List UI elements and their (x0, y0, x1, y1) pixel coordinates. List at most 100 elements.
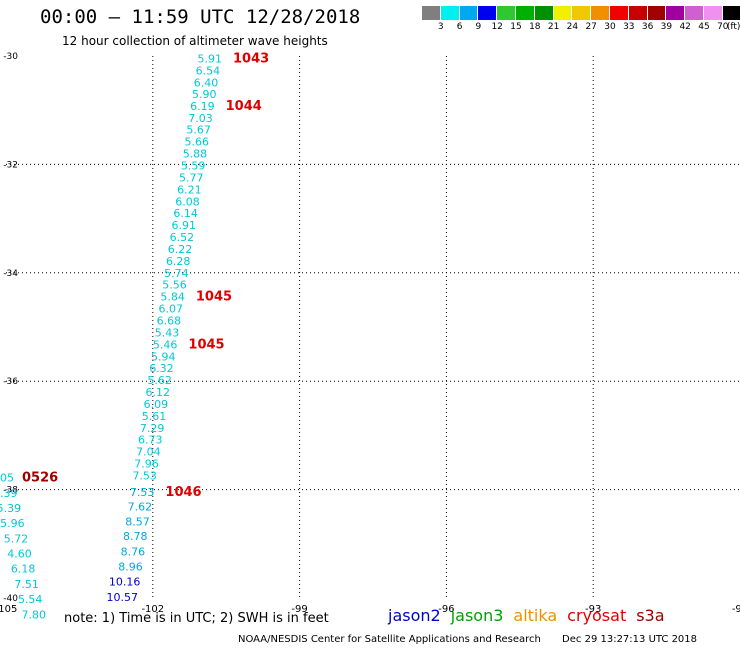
wave-height-label: 6.52 (170, 231, 195, 244)
wave-height-label: 6.39 (0, 487, 18, 500)
legend-swatch (666, 6, 686, 20)
satellite-jason3-label: jason3 (450, 606, 504, 625)
wave-height-label: 6.54 (196, 65, 221, 78)
wave-height-label: 5.84 (160, 291, 185, 304)
wave-height-label: 6.91 (172, 219, 197, 232)
wave-height-label: 6.12 (145, 386, 170, 399)
wave-height-label: 7.80 (22, 608, 47, 621)
wave-height-label: 10.16 (109, 576, 141, 589)
chart-subtitle: 12 hour collection of altimeter wave hei… (62, 34, 328, 48)
wave-height-label: 6.19 (190, 100, 215, 113)
wave-height-label: 5.94 (151, 350, 176, 363)
legend-bin-label: 12 (491, 22, 503, 32)
legend-bin-label: 27 (585, 22, 597, 32)
wave-height-label: 4.60 (7, 548, 32, 561)
wave-height-label: 7.51 (14, 578, 39, 591)
note-text: note: 1) Time is in UTC; 2) SWH is in fe… (64, 611, 329, 626)
wave-height-label: 6.28 (166, 255, 191, 268)
legend-bin-label: 24 (566, 22, 579, 32)
time-label: 1045 (196, 290, 232, 305)
color-scale-labels: 3 6 9 12 15 18 21 24 27 30 33 36 39 42 45 70 (ft) (422, 22, 740, 34)
satellite-jason2-label: jason2 (388, 606, 441, 625)
color-scale-legend (422, 6, 740, 20)
legend-bin-label: 42 (679, 22, 691, 32)
legend-swatch (478, 6, 498, 20)
wave-height-label: 5.66 (185, 136, 210, 149)
legend-swatch (534, 6, 554, 20)
wave-height-label: 7.03 (188, 112, 213, 125)
legend-swatch (572, 6, 592, 20)
wave-height-label: 5.90 (192, 88, 217, 101)
wave-height-label: 7.53 (132, 470, 157, 483)
wave-height-label: 8.57 (125, 516, 150, 529)
wave-height-label: 5.54 (18, 593, 43, 606)
footer-credit: NOAA/NESDIS Center for Satellite Applica… (238, 634, 541, 645)
legend-swatch (703, 6, 723, 20)
wave-height-label: 5.62 (147, 374, 172, 387)
y-tick-label: -36 (3, 377, 18, 387)
legend-swatch (553, 6, 573, 20)
legend-bin-label: 45 (698, 22, 710, 32)
wave-height-label: 6.21 (177, 183, 202, 196)
wave-height-label: 5.88 (183, 148, 208, 161)
footer: NOAA/NESDIS Center for Satellite Applica… (238, 634, 697, 645)
wave-height-label: 5.43 (155, 326, 180, 339)
satellite-s3a-label: s3a (636, 606, 665, 625)
y-tick-label: -32 (3, 160, 18, 170)
wave-height-label: 6.32 (149, 362, 174, 375)
wave-height-label: 6.07 (159, 303, 184, 316)
wave-height-label: 5.67 (186, 124, 211, 137)
wave-height-label: 5.96 (0, 517, 25, 530)
legend-bin-label: 18 (529, 22, 541, 32)
satellite-cryosat-label: cryosat (567, 606, 627, 625)
wave-height-label: 6.18 (11, 563, 36, 576)
legend-swatch (422, 6, 441, 20)
legend-swatch (722, 6, 740, 20)
wave-height-label: 7.04 (136, 446, 161, 459)
satellite-legend: jason2 jason3 altika cryosat s3a (388, 606, 675, 625)
legend-bin-label: 70 (717, 22, 729, 32)
legend-bin-label: 9 (475, 22, 482, 32)
legend-unit-label: (ft) (726, 22, 740, 32)
wave-height-label: 7.96 (134, 458, 159, 471)
legend-bin-label: 21 (547, 22, 560, 32)
wave-height-label: 6.40 (194, 77, 219, 90)
chart-title: 00:00 – 11:59 UTC 12/28/2018 (40, 6, 361, 28)
y-tick-label: -30 (3, 52, 18, 62)
wave-height-label: 5.72 (4, 532, 29, 545)
legend-bin-label: 39 (660, 22, 673, 32)
time-label: 1045 (188, 337, 224, 352)
wave-height-label: 5.91 (198, 53, 223, 66)
wave-height-label: 5.74 (164, 267, 189, 280)
time-label: 0526 (22, 471, 58, 486)
legend-swatch (685, 6, 704, 20)
legend-bin-label: 6 (456, 22, 463, 32)
wave-height-label: 8.76 (121, 545, 146, 558)
time-label: 1046 (165, 485, 201, 500)
y-tick-label: -38 (3, 486, 18, 496)
legend-swatch (647, 6, 667, 20)
wave-height-label: 5.59 (181, 159, 206, 172)
wave-height-label: 7.29 (140, 422, 165, 435)
wave-height-label: 6.09 (144, 398, 169, 411)
x-tick-label: -99 (291, 604, 307, 615)
wave-height-label: 7.62 (128, 500, 153, 513)
wave-height-label: 6.14 (173, 207, 198, 220)
wave-height-label: 8.96 (118, 561, 143, 574)
legend-swatch (628, 6, 648, 20)
wave-height-label: 5.56 (162, 279, 187, 292)
wave-height-label: 5.05 (0, 472, 14, 485)
wave-height-label: 7.53 (130, 486, 155, 499)
x-tick-label: -96 (438, 604, 454, 615)
wave-height-label: 6.22 (168, 243, 193, 256)
x-tick-label: -93 (585, 604, 601, 615)
wave-height-label: 6.68 (157, 314, 182, 327)
legend-bin-label: 3 (437, 22, 444, 32)
wave-height-label: 6.08 (175, 195, 200, 208)
footer-timestamp: Dec 29 13:27:13 UTC 2018 (562, 634, 698, 645)
wave-height-label: 5.46 (153, 338, 178, 351)
legend-bin-label: 33 (623, 22, 635, 32)
wave-height-label: 5.39 (0, 502, 21, 515)
